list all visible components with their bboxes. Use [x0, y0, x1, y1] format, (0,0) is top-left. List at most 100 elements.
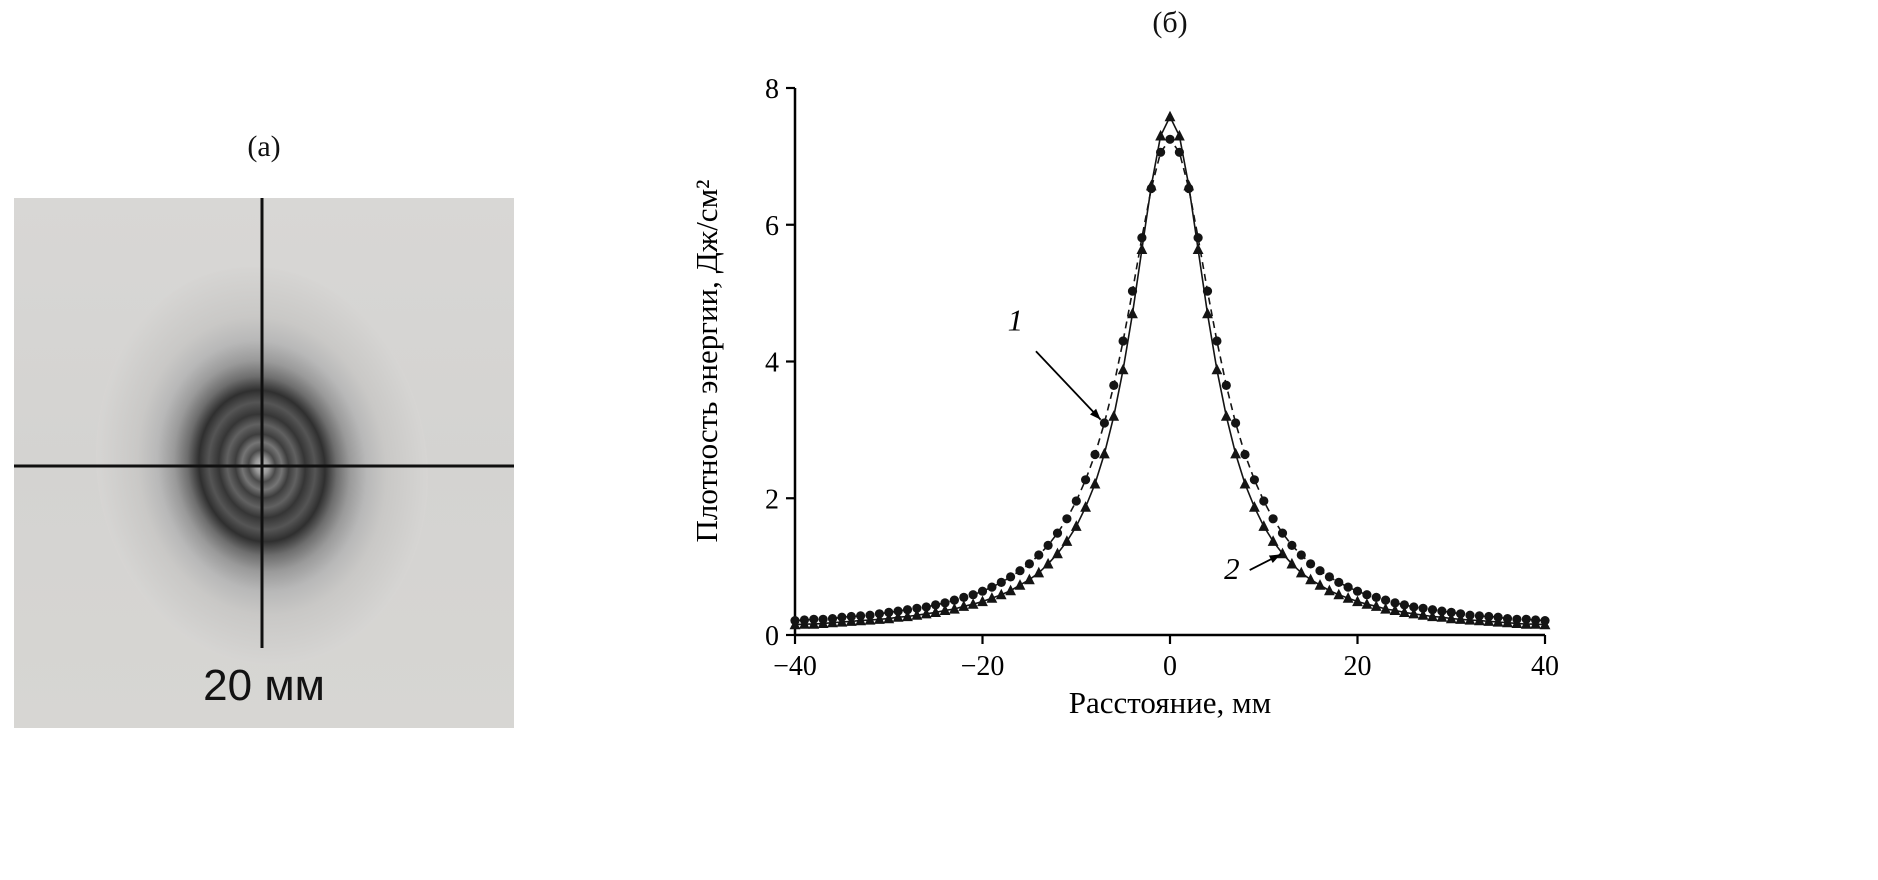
series-2-point: [911, 609, 923, 620]
series-2-point: [836, 616, 848, 627]
series-1-point: [1137, 233, 1147, 243]
series-2-point: [799, 618, 810, 629]
series-1-point: [1287, 540, 1297, 550]
series-1-point: [1221, 380, 1231, 390]
series-2-point: [845, 615, 857, 626]
x-tick-label: 0: [1163, 651, 1177, 682]
series-2-point: [920, 607, 932, 619]
series-2-point: [1192, 243, 1204, 254]
x-axis-title: Расстояние, мм: [1069, 685, 1272, 720]
series-1-point: [1071, 496, 1081, 506]
series-2-point: [967, 598, 979, 609]
y-tick-label: 6: [765, 211, 779, 242]
series-2-point: [1220, 410, 1232, 421]
series-1-point: [921, 602, 931, 612]
series-2-point: [1239, 477, 1251, 489]
series-2-point: [939, 604, 951, 615]
series-1-point: [1427, 605, 1438, 615]
y-tick-label: 8: [765, 74, 779, 105]
series-1-point: [1390, 598, 1400, 608]
series-2-point: [789, 618, 801, 630]
series-2-point: [1333, 588, 1345, 600]
series-2-point: [1427, 610, 1438, 622]
series-2-point: [1108, 410, 1120, 421]
series-1-point: [1446, 607, 1456, 618]
series-1-point: [968, 590, 978, 600]
series-2-point: [1408, 607, 1420, 619]
series-1-point: [940, 598, 950, 608]
series-1-point: [1099, 418, 1109, 428]
series-1-point: [1118, 336, 1128, 346]
series-2-point: [977, 595, 988, 607]
series-2-point: [1155, 129, 1166, 141]
curve-label-1: 1: [1008, 303, 1024, 338]
series-1-point: [1249, 475, 1259, 485]
series-2-line: [794, 114, 1546, 626]
series-2-point: [995, 588, 1007, 600]
series-2-point: [1380, 603, 1391, 614]
series-2-point: [1127, 307, 1138, 319]
series-1-point: [1306, 559, 1316, 569]
series-2-point: [1483, 615, 1495, 626]
series-1-point: [1362, 590, 1372, 600]
series-2-point: [1052, 547, 1063, 559]
series-1-point: [1409, 602, 1419, 612]
series-1-point: [1259, 496, 1269, 506]
series-2-point: [1089, 477, 1101, 489]
series-2-point: [892, 611, 904, 622]
series-2-point: [883, 612, 895, 624]
series-1-point: [1081, 475, 1091, 485]
series-1-point: [1371, 592, 1381, 603]
series-2-point: [1230, 447, 1241, 459]
series-2-point: [1070, 520, 1082, 531]
series-2-point: [1202, 307, 1213, 319]
series-2-point: [949, 603, 960, 614]
series-2-point: [1352, 595, 1363, 607]
series-1-point: [1090, 449, 1100, 460]
series-2-point: [1267, 535, 1279, 546]
series-2-point: [1249, 501, 1260, 512]
series-1-point: [1315, 566, 1325, 576]
series-2-point: [855, 614, 866, 626]
series-2-point: [958, 600, 970, 611]
series-2-point: [1314, 579, 1326, 590]
series-2-point: [1117, 363, 1129, 375]
series-2-point: [1474, 614, 1485, 626]
series-2-point: [1492, 616, 1504, 627]
scale-label: 20 мм: [203, 661, 325, 710]
series-2-point: [1183, 179, 1195, 191]
series-2-point: [817, 617, 829, 628]
series-1-point: [1277, 528, 1288, 538]
series-1-point: [931, 600, 941, 610]
series-2-point: [1305, 573, 1316, 585]
series-2-point: [1389, 604, 1401, 615]
series-1-point: [884, 607, 894, 618]
series-2-point: [1342, 592, 1354, 603]
curve-label-2-arrowhead: [1268, 554, 1281, 564]
series-1-point: [1231, 418, 1241, 428]
panel-b-label: (б): [1152, 6, 1188, 39]
series-2-point: [1502, 616, 1513, 628]
series-2-point: [1530, 618, 1541, 629]
x-tick-label: −20: [961, 651, 1005, 682]
series-2-point: [1211, 363, 1223, 375]
series-2-point: [1174, 129, 1185, 141]
series-1-point: [1024, 559, 1034, 569]
series-2-point: [1061, 535, 1073, 546]
energy-chart: Плотность энергии, Дж/см² Расстояние, мм…: [689, 74, 1559, 720]
x-tick-label: −40: [773, 651, 817, 682]
series-2-point: [1445, 612, 1457, 624]
series-1-point: [996, 577, 1006, 588]
series-1-point: [1165, 134, 1175, 144]
series-1-point: [912, 603, 922, 613]
series-1-point: [1006, 572, 1016, 582]
series-2-point: [864, 614, 876, 625]
series-2-point: [1511, 617, 1523, 628]
series-2-point: [1136, 243, 1148, 254]
series-1-point: [977, 586, 988, 596]
series-2-point: [930, 606, 941, 617]
series-2-point: [1005, 584, 1016, 596]
series-1-point: [1240, 449, 1250, 460]
series-2-point: [1099, 447, 1110, 459]
